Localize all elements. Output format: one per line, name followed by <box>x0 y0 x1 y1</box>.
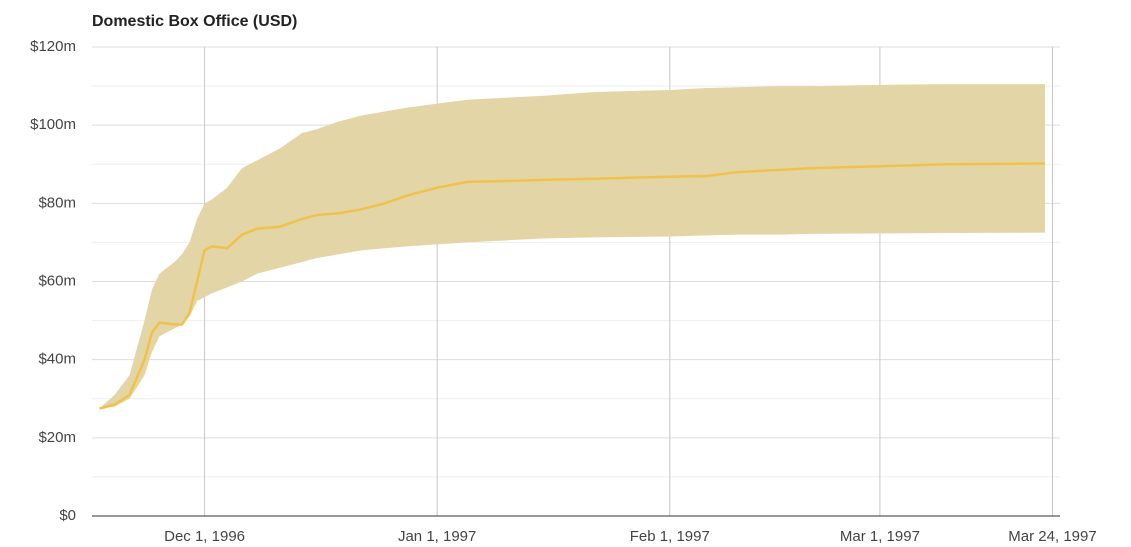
chart-title: Domestic Box Office (USD) <box>92 13 297 30</box>
y-tick-label: $0 <box>59 507 76 524</box>
x-tick-label: Feb 1, 1997 <box>630 528 710 545</box>
y-tick-label: $60m <box>38 272 76 289</box>
band-area <box>99 84 1045 409</box>
y-tick-label: $80m <box>38 194 76 211</box>
x-tick-label: Dec 1, 1996 <box>164 528 245 545</box>
y-tick-label: $40m <box>38 351 76 368</box>
x-tick-label: Mar 1, 1997 <box>840 528 920 545</box>
x-tick-label: Mar 24, 1997 <box>1008 528 1096 545</box>
x-tick-label: Jan 1, 1997 <box>398 528 476 545</box>
y-tick-label: $100m <box>30 116 76 133</box>
y-tick-label: $20m <box>38 429 76 446</box>
line <box>99 162 1046 410</box>
y-tick-label: $120m <box>30 38 76 55</box>
